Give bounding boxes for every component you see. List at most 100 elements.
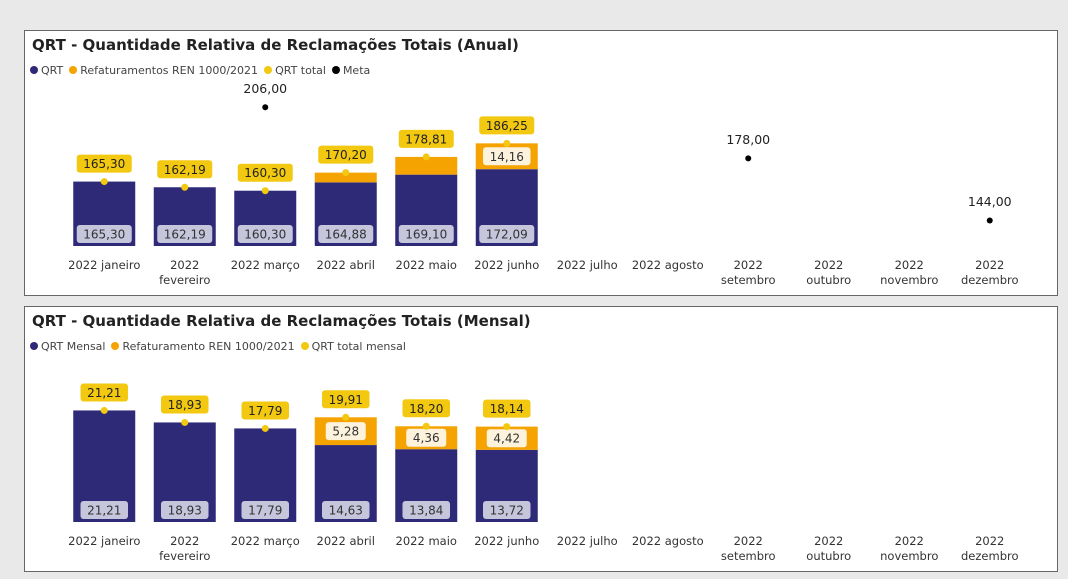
x-tick-label: 2022 novembro (880, 258, 939, 287)
bar-label: 21,21 (87, 504, 121, 518)
legend-item: QRT (30, 64, 63, 77)
bar-label-box (483, 501, 531, 519)
point (261, 424, 269, 432)
point-label-box (237, 163, 293, 182)
bar-label: 5,28 (332, 425, 359, 439)
bar-label: 13,84 (409, 504, 443, 518)
x-tick-label: 2022 abril (316, 258, 375, 272)
point (745, 155, 752, 162)
legend-item: Refaturamento REN 1000/2021 (111, 340, 295, 353)
bar-label: 4,36 (413, 431, 440, 445)
bar-label-box (318, 225, 374, 243)
point (181, 183, 189, 191)
bar-label-box (161, 501, 209, 519)
x-tick-label: 2022 julho (556, 534, 618, 548)
legend-marker (300, 342, 309, 350)
point-label: 186,25 (486, 119, 528, 133)
x-tick-label: 2022 janeiro (68, 534, 141, 548)
x-tick-label: 2022 dezembro (961, 534, 1019, 563)
point (262, 104, 269, 111)
x-tick-label: 2022 fevereiro (159, 258, 211, 287)
point (342, 413, 350, 421)
bar-label: 172,09 (486, 228, 528, 242)
point-label: 170,20 (325, 148, 367, 162)
point-label-box (322, 390, 370, 409)
x-tick-label: 2022 fevereiro (159, 534, 211, 563)
bar-label: 164,88 (325, 228, 367, 242)
point-label-box (76, 154, 132, 173)
x-tick-label: 2022 junho (474, 258, 540, 272)
bar-label-box (398, 225, 454, 243)
bar-label-box (322, 501, 370, 519)
legend-marker (30, 342, 38, 350)
point-label-box (157, 160, 213, 179)
point-label-box (483, 399, 531, 418)
point-label: 178,00 (726, 132, 770, 147)
x-tick-label: 2022 abril (316, 534, 375, 548)
point-label: 18,20 (409, 402, 443, 416)
point (342, 169, 350, 177)
point-label: 17,79 (248, 404, 282, 418)
x-tick-label: 2022 outubro (806, 534, 852, 563)
point-label-box (398, 129, 454, 148)
point-label: 165,30 (83, 157, 125, 171)
bar-label-box (241, 501, 289, 519)
x-tick-label: 2022 maio (395, 258, 457, 272)
bar-label: 14,63 (329, 504, 363, 518)
x-tick-label: 2022 março (230, 258, 300, 272)
point-label: 162,19 (164, 163, 206, 177)
x-tick-label: 2022 dezembro (961, 258, 1019, 287)
legend-item: QRT total (264, 64, 326, 77)
point (503, 423, 511, 431)
point (422, 153, 430, 161)
bar-label-box (486, 429, 527, 448)
legend-marker (111, 342, 120, 350)
legend-marker (30, 66, 38, 74)
legend-label: QRT total (275, 64, 326, 77)
bar-label: 13,72 (490, 504, 524, 518)
legend-item: QRT Mensal (30, 340, 105, 353)
bar-label-box (406, 428, 447, 447)
legend-label: Refaturamento REN 1000/2021 (122, 340, 295, 353)
point-label: 18,93 (168, 398, 202, 412)
point (503, 139, 511, 147)
legend-label: QRT Mensal (41, 340, 106, 353)
point-label-box (161, 395, 209, 414)
legend-marker (264, 66, 273, 74)
point-label: 160,30 (244, 166, 286, 180)
point (181, 418, 189, 426)
chart-title: QRT - Quantidade Relativa de Reclamações… (32, 312, 531, 330)
bar-label: 169,10 (405, 228, 447, 242)
legend-marker (331, 66, 340, 74)
legend: QRT Mensal Refaturamento REN 1000/2021 QRT… (30, 340, 406, 353)
bar-segment (314, 172, 377, 183)
x-tick-label: 2022 agosto (631, 258, 704, 272)
point (261, 187, 269, 195)
point-label: 18,14 (490, 402, 524, 416)
bar-label: 160,30 (244, 228, 286, 242)
bar-label: 18,93 (168, 504, 202, 518)
point-label: 178,81 (405, 132, 447, 146)
point-label-box (479, 116, 535, 135)
bar-label-box (483, 147, 531, 166)
point (100, 406, 108, 414)
point-label-box (402, 399, 450, 418)
point-label-box (80, 383, 128, 402)
point-label: 21,21 (87, 386, 121, 400)
bar-label-box (157, 225, 213, 243)
bar-label-box (76, 225, 132, 243)
bar-segment (395, 156, 458, 175)
x-tick-label: 2022 junho (474, 534, 540, 548)
legend-marker (69, 66, 78, 74)
point-label-box (318, 145, 374, 164)
legend-label: QRT (41, 64, 64, 77)
point-label: 144,00 (968, 194, 1012, 209)
point (100, 178, 108, 186)
bar-label: 162,19 (164, 228, 206, 242)
bar-label-box (80, 501, 128, 519)
x-tick-label: 2022 setembro (720, 258, 776, 287)
bar-label: 4,42 (493, 432, 520, 446)
point-label: 19,91 (329, 393, 363, 407)
point-label-box (241, 401, 289, 420)
legend-item: Refaturamentos REN 1000/2021 (69, 64, 258, 77)
